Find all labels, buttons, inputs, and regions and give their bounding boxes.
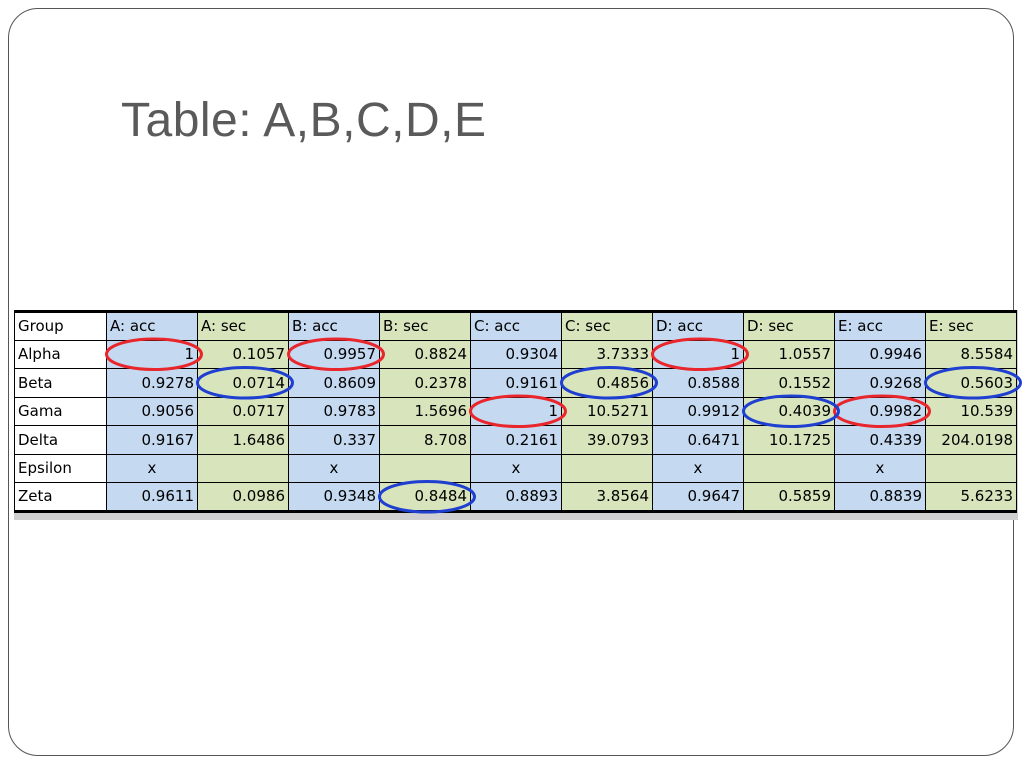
table-cell: 1.5696 <box>379 396 471 426</box>
column-header: B: acc <box>288 310 380 341</box>
table-cell: 0.4339 <box>834 425 926 455</box>
column-header: C: acc <box>470 310 562 341</box>
table-cell: 1 <box>652 339 744 369</box>
table-cell: 0.4856 <box>561 368 653 398</box>
table-cell: 0.2161 <box>470 425 562 455</box>
table-row: Alpha 1 0.1057 0.9957 0.8824 0.9304 3.7333 1 1.0… <box>14 339 1017 369</box>
column-header: C: sec <box>561 310 653 341</box>
row-label: Beta <box>14 368 107 398</box>
table-cell: 0.6471 <box>652 425 744 455</box>
table-cell: 10.539 <box>925 396 1017 426</box>
table-cell: 0.2378 <box>379 368 471 398</box>
table-cell: 8.708 <box>379 425 471 455</box>
table-cell: 0.4039 <box>743 396 835 426</box>
table-cell: 0.1057 <box>197 339 289 369</box>
table-cell <box>743 453 835 483</box>
table-cell: 1 <box>106 339 198 369</box>
table-cell <box>379 453 471 483</box>
table-cell: 0.9912 <box>652 396 744 426</box>
table-row: Zeta 0.9611 0.0986 0.9348 0.8484 0.8893 3.8564… <box>14 482 1017 513</box>
table-cell: x <box>106 453 198 483</box>
table-cell: 0.0986 <box>197 482 289 513</box>
table-cell: 3.8564 <box>561 482 653 513</box>
table-row: Beta 0.9278 0.0714 0.8609 0.2378 0.9161 0.4856… <box>14 368 1017 398</box>
table-cell: 1 <box>470 396 562 426</box>
table-cell: 0.8839 <box>834 482 926 513</box>
table-cell: 0.1552 <box>743 368 835 398</box>
table-cell: 0.8824 <box>379 339 471 369</box>
table-cell: 10.1725 <box>743 425 835 455</box>
table-cell: x <box>834 453 926 483</box>
table-cell: 0.9268 <box>834 368 926 398</box>
table-cell: x <box>288 453 380 483</box>
results-table-area: Group A: acc A: sec B: acc B: sec C: acc C: se… <box>14 310 1022 520</box>
table-cell: 0.8893 <box>470 482 562 513</box>
table-cell: x <box>470 453 562 483</box>
table-cell: 0.9056 <box>106 396 198 426</box>
table-cell: 0.337 <box>288 425 380 455</box>
table-cell: 0.5603 <box>925 368 1017 398</box>
table-cell: 0.9304 <box>470 339 562 369</box>
table-cell: 39.0793 <box>561 425 653 455</box>
table-cell: 0.9982 <box>834 396 926 426</box>
table-cell: 204.0198 <box>925 425 1017 455</box>
table-cell: 1.0557 <box>743 339 835 369</box>
table-cell: 0.8588 <box>652 368 744 398</box>
table-cell: 0.9957 <box>288 339 380 369</box>
table-cell: 0.8484 <box>379 482 471 513</box>
table-cell: 10.5271 <box>561 396 653 426</box>
table-cell: 0.9783 <box>288 396 380 426</box>
table-cell: x <box>652 453 744 483</box>
column-header: D: acc <box>652 310 744 341</box>
table-cell: 1.6486 <box>197 425 289 455</box>
table-cell <box>197 453 289 483</box>
table-cell <box>925 453 1017 483</box>
table-cell: 0.9946 <box>834 339 926 369</box>
results-table: Group A: acc A: sec B: acc B: sec C: acc C: se… <box>14 310 1017 513</box>
slide-title: Table: A,B,C,D,E <box>121 94 487 147</box>
row-label: Alpha <box>14 339 107 369</box>
table-cell: 0.9167 <box>106 425 198 455</box>
row-label: Zeta <box>14 482 107 513</box>
column-header: D: sec <box>743 310 835 341</box>
column-header: E: acc <box>834 310 926 341</box>
table-cell: 0.9647 <box>652 482 744 513</box>
table-cell: 5.6233 <box>925 482 1017 513</box>
column-header: B: sec <box>379 310 471 341</box>
column-header: E: sec <box>925 310 1017 341</box>
table-row: Delta 0.9167 1.6486 0.337 8.708 0.2161 39.0793… <box>14 425 1017 455</box>
table-row: Gama 0.9056 0.0717 0.9783 1.5696 1 10.5271 0.99… <box>14 396 1017 426</box>
row-label: Gama <box>14 396 107 426</box>
table-cell: 0.9161 <box>470 368 562 398</box>
table-cell: 0.5859 <box>743 482 835 513</box>
table-header-row: Group A: acc A: sec B: acc B: sec C: acc C: se… <box>14 310 1017 341</box>
column-header: Group <box>14 310 107 341</box>
table-cell: 0.0714 <box>197 368 289 398</box>
column-header: A: sec <box>197 310 289 341</box>
table-cell: 0.9348 <box>288 482 380 513</box>
table-cell: 0.0717 <box>197 396 289 426</box>
table-cell: 0.9611 <box>106 482 198 513</box>
row-label: Epsilon <box>14 453 107 483</box>
table-cell: 0.9278 <box>106 368 198 398</box>
table-cell: 0.8609 <box>288 368 380 398</box>
table-cell <box>561 453 653 483</box>
row-label: Delta <box>14 425 107 455</box>
table-cell: 8.5584 <box>925 339 1017 369</box>
column-header: A: acc <box>106 310 198 341</box>
table-row: Epsilon x x x x x <box>14 453 1017 483</box>
table-cell: 3.7333 <box>561 339 653 369</box>
